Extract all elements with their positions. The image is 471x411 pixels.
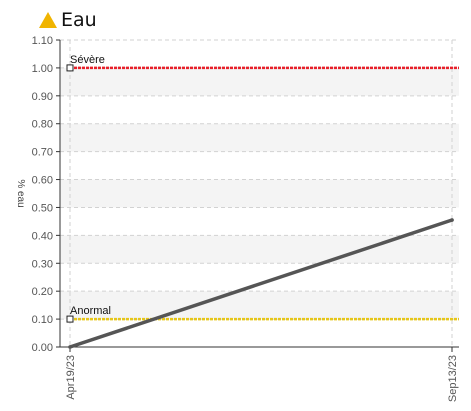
- y-tick-label: 1.10: [32, 35, 53, 47]
- grid-band: [60, 291, 459, 320]
- y-tick-label: 0.10: [32, 314, 53, 326]
- grid-band: [60, 235, 459, 264]
- y-tick-label: 0.70: [32, 147, 53, 159]
- y-tick-label: 0.90: [32, 91, 53, 103]
- grid-band: [60, 179, 459, 208]
- y-tick-label: 0.80: [32, 119, 53, 131]
- y-tick-label: 0.00: [32, 342, 53, 354]
- threshold-marker: [66, 64, 74, 72]
- y-tick-label: 0.40: [32, 230, 53, 242]
- data-point: [68, 345, 72, 349]
- y-tick-label: 0.60: [32, 175, 53, 187]
- grid-band: [60, 67, 459, 96]
- chart-title: Eau: [61, 9, 97, 31]
- x-tick-label: Sep13/23: [447, 355, 459, 402]
- series-line: [68, 218, 454, 349]
- warning-icon: [39, 12, 57, 28]
- threshold-label: Sévère: [70, 54, 105, 66]
- chart-header: Eau: [38, 8, 97, 32]
- data-point: [450, 218, 454, 222]
- y-tick-label: 0.20: [32, 286, 53, 298]
- y-tick-label: 0.50: [32, 202, 53, 214]
- threshold-marker: [66, 315, 74, 323]
- grid-band: [60, 123, 459, 152]
- y-axis-title: % eau: [15, 179, 26, 207]
- y-tick-label: 1.00: [32, 63, 53, 75]
- x-tick-label: Apr19/23: [65, 355, 77, 400]
- y-tick-label: 0.30: [32, 258, 53, 270]
- threshold-label: Anormal: [70, 305, 111, 317]
